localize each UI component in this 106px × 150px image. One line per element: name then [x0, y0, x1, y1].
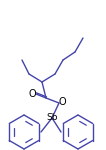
- Text: O: O: [29, 89, 36, 99]
- Text: O: O: [59, 97, 66, 107]
- Text: Sb: Sb: [46, 114, 58, 123]
